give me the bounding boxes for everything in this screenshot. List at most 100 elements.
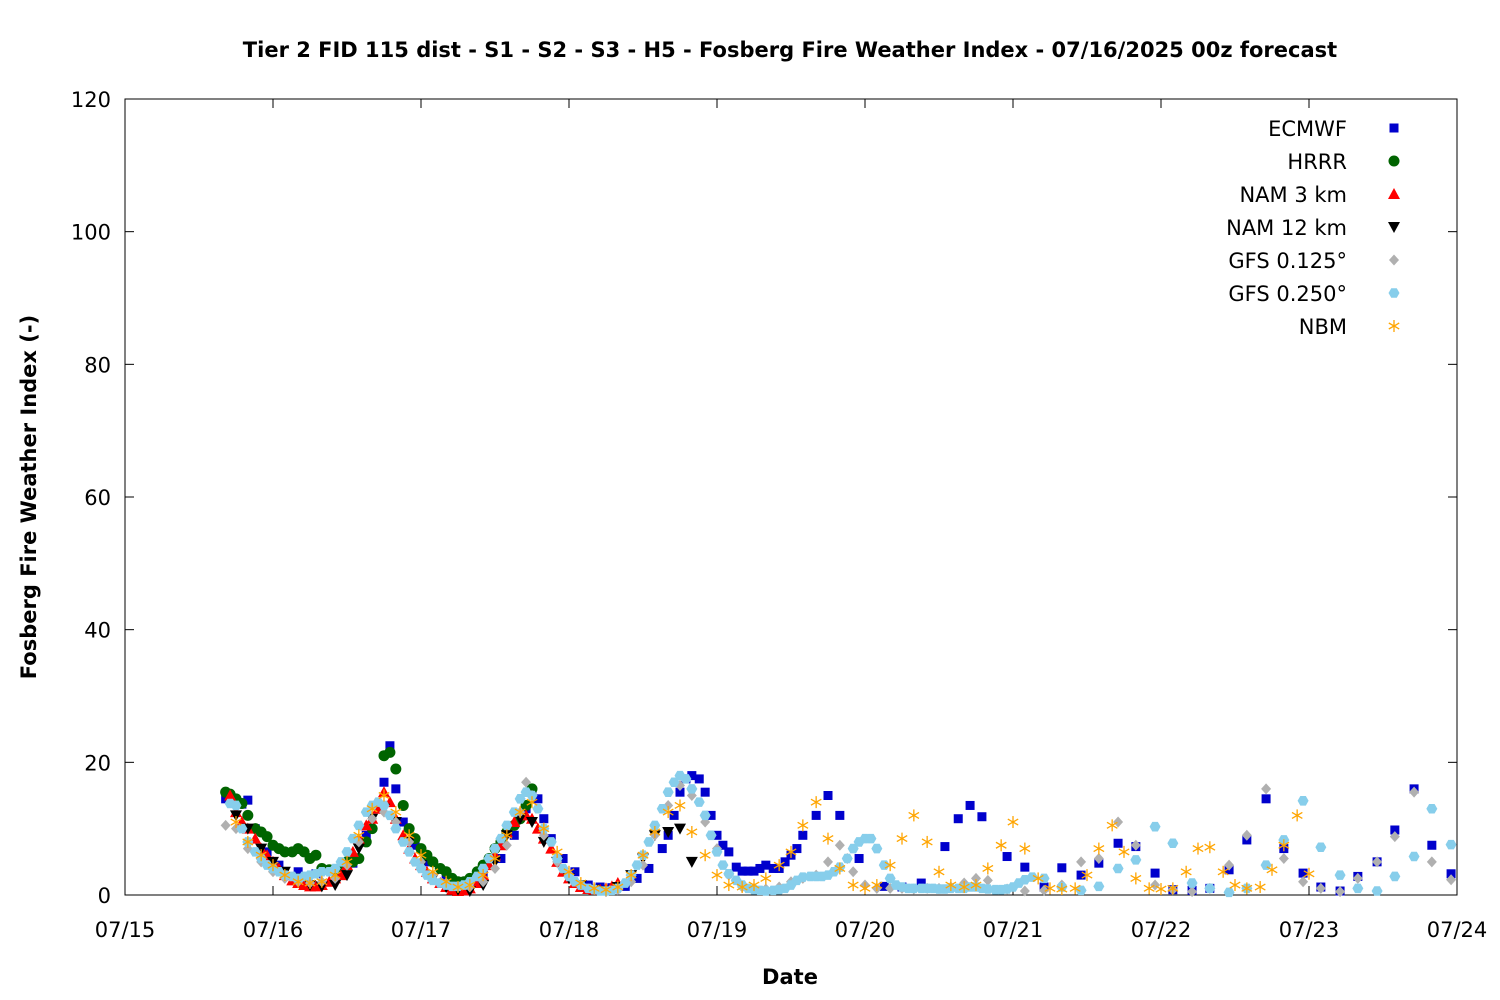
data-point bbox=[1149, 821, 1161, 832]
data-point bbox=[464, 879, 476, 892]
data-point bbox=[871, 879, 883, 892]
data-point bbox=[427, 865, 439, 878]
legend-marker bbox=[1388, 288, 1400, 298]
data-point bbox=[533, 794, 543, 804]
data-point bbox=[409, 857, 421, 867]
data-point bbox=[1217, 865, 1229, 878]
data-point bbox=[945, 879, 957, 892]
data-point bbox=[292, 875, 304, 888]
legend-item: HRRR bbox=[1287, 150, 1400, 174]
data-point bbox=[632, 873, 642, 883]
data-point bbox=[1075, 885, 1087, 896]
data-point bbox=[1303, 867, 1315, 880]
data-point bbox=[1315, 882, 1326, 894]
data-point bbox=[916, 878, 926, 888]
legend-marker bbox=[1388, 222, 1400, 233]
data-point bbox=[940, 842, 950, 852]
data-point bbox=[563, 865, 575, 878]
data-point bbox=[662, 787, 674, 797]
legend-label: GFS 0.250° bbox=[1228, 282, 1347, 306]
data-point bbox=[1150, 879, 1161, 891]
data-point bbox=[768, 863, 778, 873]
data-point bbox=[391, 784, 401, 794]
data-point bbox=[797, 872, 809, 882]
data-point bbox=[1315, 842, 1327, 853]
data-point bbox=[570, 867, 580, 877]
data-point bbox=[982, 874, 993, 886]
data-point bbox=[230, 800, 242, 811]
data-point bbox=[822, 832, 834, 845]
legend-marker bbox=[1388, 320, 1400, 332]
data-point bbox=[686, 784, 698, 794]
data-point bbox=[680, 774, 692, 784]
data-point bbox=[761, 860, 771, 870]
data-point bbox=[834, 839, 845, 851]
data-point bbox=[378, 789, 390, 802]
data-point bbox=[1334, 870, 1346, 880]
data-point bbox=[798, 830, 808, 840]
data-point bbox=[1118, 845, 1130, 858]
data-point bbox=[1020, 862, 1030, 872]
data-point bbox=[496, 854, 506, 864]
data-point bbox=[1002, 852, 1012, 862]
data-point bbox=[780, 857, 790, 867]
data-point bbox=[847, 879, 859, 892]
data-point bbox=[390, 823, 402, 834]
data-point bbox=[1187, 886, 1198, 898]
data-point bbox=[908, 809, 920, 822]
data-point bbox=[514, 794, 526, 804]
data-point bbox=[341, 847, 353, 857]
data-point bbox=[706, 810, 716, 820]
data-point bbox=[854, 854, 864, 864]
data-point bbox=[1291, 809, 1303, 822]
data-point bbox=[878, 860, 890, 870]
data-point bbox=[1186, 878, 1198, 888]
data-point bbox=[538, 822, 550, 835]
data-point bbox=[637, 849, 649, 862]
data-point bbox=[953, 814, 963, 824]
data-point bbox=[921, 835, 933, 848]
data-point bbox=[236, 823, 248, 834]
data-point bbox=[649, 820, 661, 831]
data-point bbox=[509, 830, 519, 840]
data-point bbox=[501, 829, 513, 842]
data-point bbox=[717, 860, 729, 870]
series-nbm bbox=[230, 789, 1315, 896]
data-point bbox=[871, 843, 883, 854]
data-point bbox=[760, 872, 772, 885]
data-point bbox=[1427, 840, 1437, 850]
data-point bbox=[982, 884, 994, 894]
data-point bbox=[230, 816, 242, 829]
data-point bbox=[1254, 881, 1266, 894]
data-point bbox=[1019, 842, 1031, 855]
x-tick-label: 07/20 bbox=[835, 918, 896, 942]
data-point bbox=[847, 843, 859, 854]
data-point bbox=[977, 812, 987, 822]
data-point bbox=[1167, 882, 1179, 895]
data-point bbox=[965, 800, 975, 810]
data-point bbox=[865, 833, 877, 844]
data-point bbox=[224, 789, 237, 801]
legend-item: ECMWF bbox=[1268, 117, 1399, 141]
data-point bbox=[674, 823, 686, 835]
data-point bbox=[841, 853, 853, 864]
data-point bbox=[1019, 885, 1030, 897]
data-point bbox=[501, 839, 512, 851]
data-point bbox=[588, 882, 600, 895]
data-point bbox=[1038, 873, 1050, 884]
data-point bbox=[1445, 839, 1457, 850]
data-point bbox=[1180, 865, 1192, 878]
legend-label: NAM 3 km bbox=[1239, 183, 1347, 207]
x-tick-label: 07/19 bbox=[687, 918, 748, 942]
data-point bbox=[329, 869, 341, 882]
data-point bbox=[514, 806, 526, 819]
data-point bbox=[1130, 839, 1141, 851]
data-point bbox=[1069, 882, 1081, 895]
data-point bbox=[662, 806, 674, 819]
data-point bbox=[489, 852, 501, 865]
data-point bbox=[1113, 816, 1124, 828]
data-point bbox=[823, 791, 833, 800]
data-point bbox=[699, 849, 711, 862]
data-point bbox=[970, 879, 982, 892]
